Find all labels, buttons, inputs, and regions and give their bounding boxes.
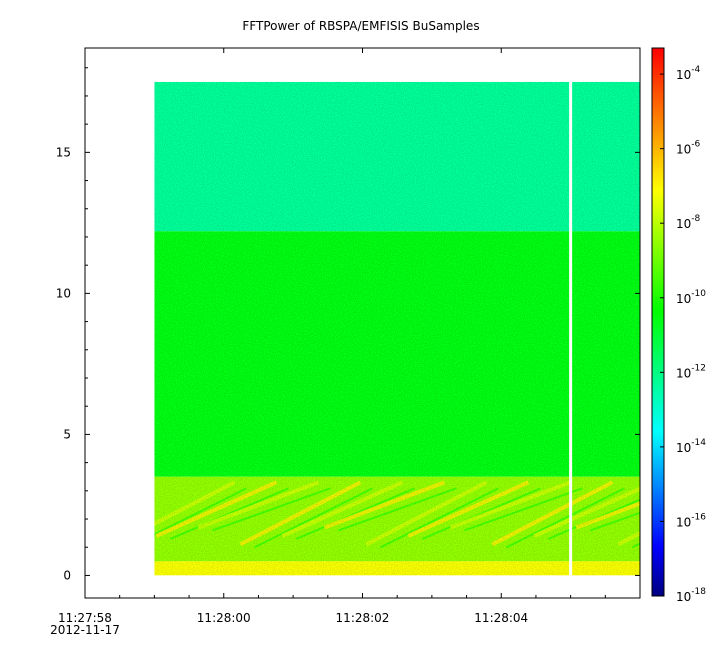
colorbar-tick-label: 10-16 (676, 512, 706, 529)
x-tick-label: 11:28:02 (336, 611, 390, 625)
x-tick-date-label: 2012-11-17 (50, 623, 120, 637)
x-tick-label: 11:27:58 (58, 611, 112, 625)
colorbar-tick-label: 10-4 (676, 65, 701, 82)
y-tick-label: 15 (56, 145, 71, 159)
x-tick-label: 11:28:00 (197, 611, 251, 625)
colorbar-tick-label: 10-10 (676, 289, 706, 306)
colorbar-tick-label: 10-14 (676, 438, 706, 455)
x-tick-label: 11:28:04 (474, 611, 528, 625)
y-axis: 0 5 10 15 (56, 67, 640, 582)
colorbar-tick-label: 10-8 (676, 214, 701, 231)
plot-area (84, 47, 641, 599)
y-tick-label: 5 (63, 427, 71, 441)
y-tick-label: 0 (63, 568, 71, 582)
colorbar-tick-label: 10-18 (676, 587, 706, 604)
y-tick-label: 10 (56, 286, 71, 300)
chart-title: FFTPower of RBSPA/EMFISIS BuSamples (242, 19, 479, 33)
colorbar-scale (651, 47, 665, 597)
data-gap-0 (569, 81, 573, 576)
colorbar-tick-label: 10-12 (676, 363, 706, 380)
noise-texture (154, 81, 640, 576)
spectrogram-image (154, 81, 640, 576)
colorbar-tick-label: 10-6 (676, 140, 701, 157)
colorbar: 10-18 10-16 10-14 10-12 10-10 10-8 10-6 10-4 (651, 47, 706, 604)
